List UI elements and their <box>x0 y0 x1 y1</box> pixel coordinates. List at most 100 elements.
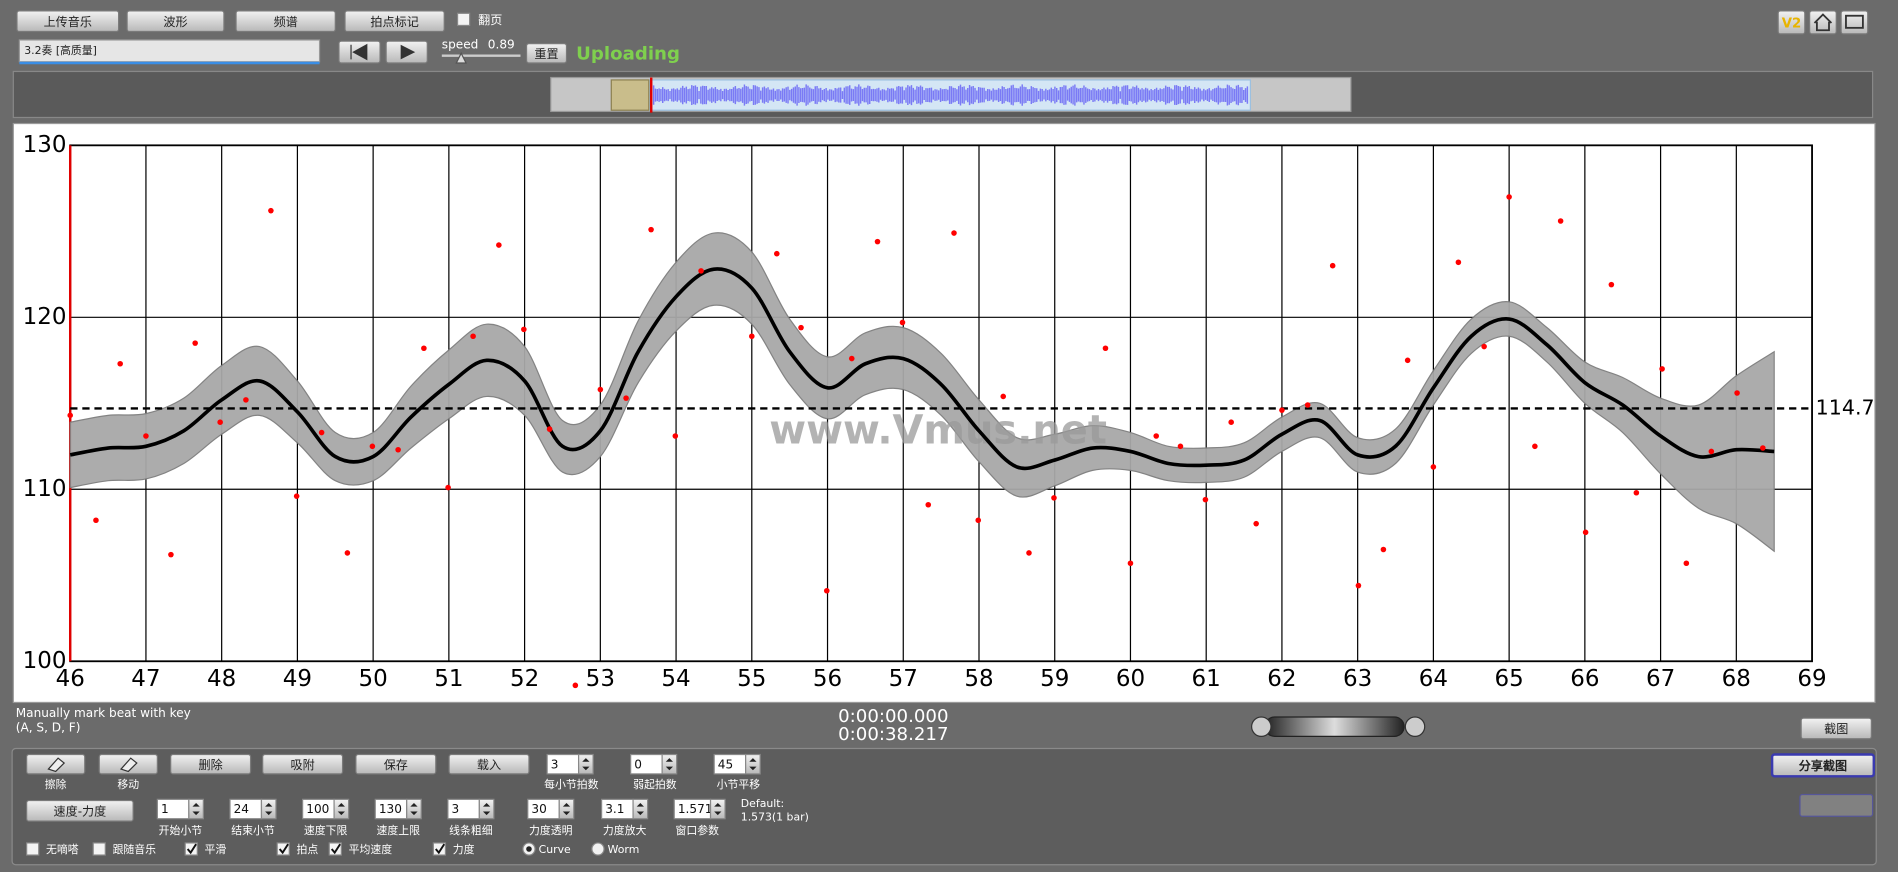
spinner-arrows[interactable] <box>745 753 761 775</box>
beat-point <box>798 324 804 331</box>
mode-button-face[interactable] <box>26 799 134 822</box>
toolbar-button-face[interactable] <box>235 10 336 33</box>
checkbox[interactable] <box>26 842 40 856</box>
beat-point <box>344 550 351 556</box>
check-mark <box>330 843 341 855</box>
reset-button-face[interactable] <box>525 42 568 64</box>
action-button[interactable]: 吸附 <box>262 753 344 775</box>
volume-left-icon[interactable] <box>1251 716 1272 737</box>
waveform <box>652 84 1249 106</box>
beat-point <box>546 426 553 432</box>
spinner-label: 每小节拍数 <box>544 777 598 791</box>
action-button-face[interactable] <box>170 753 252 775</box>
disabled-button[interactable] <box>1799 793 1874 817</box>
toolbar-button[interactable]: 频谱 <box>235 10 336 33</box>
beat-point <box>243 397 249 403</box>
key-hint: Manually mark beat with key <box>16 706 191 720</box>
file-name: 3.2奏 [高质量] <box>24 43 97 57</box>
spinner-arrows[interactable] <box>188 798 204 820</box>
share-button-label: 分享截图 <box>1799 758 1847 773</box>
checkbox[interactable] <box>92 842 106 856</box>
spinner-arrows[interactable] <box>333 798 350 820</box>
spinner-arrows[interactable] <box>406 798 422 820</box>
action-button-face[interactable] <box>262 753 344 775</box>
beat-point <box>268 207 274 214</box>
spinner-label: 小节平移 <box>717 778 761 791</box>
action-button[interactable]: 保存 <box>355 753 437 775</box>
volume-track[interactable] <box>1264 716 1405 737</box>
spinner-label: 力度放大 <box>603 823 647 837</box>
toolbar-button[interactable]: 拍点标记 <box>344 10 445 33</box>
spinner-down <box>192 811 200 816</box>
spinner-label: 弱起拍数 <box>633 777 677 791</box>
spinner-arrows[interactable] <box>558 798 575 820</box>
x-tick-label: 48 <box>207 666 236 692</box>
checkbox[interactable] <box>456 12 471 27</box>
spinner-value: 0 <box>634 757 642 771</box>
beat-point <box>395 446 401 453</box>
screenshot-button[interactable]: 截图 <box>1800 717 1872 740</box>
spinner-down <box>562 811 571 816</box>
toolbar-button-face[interactable] <box>16 10 120 33</box>
key-hint: (A, S, D, F) <box>16 720 81 734</box>
beat-point <box>1582 529 1589 536</box>
toolbar-button-label: 上传音乐 <box>44 14 92 29</box>
spinner-label: 线条粗细 <box>449 823 493 837</box>
spinner-up <box>582 758 590 762</box>
spinner-down <box>337 811 345 816</box>
checkbox-label: 无嘀嗒 <box>46 842 79 856</box>
spinner-up <box>265 802 273 807</box>
spinner-down <box>582 766 590 771</box>
toolbar-button[interactable]: 上传音乐 <box>16 10 120 33</box>
x-tick-label: 56 <box>813 666 842 692</box>
version-button[interactable]: V2 <box>1777 10 1806 35</box>
toolbar-button-face[interactable] <box>126 10 225 33</box>
beat-point <box>1760 445 1766 451</box>
spinner-arrows[interactable] <box>260 798 277 820</box>
upload-status: Uploading <box>576 43 680 64</box>
speed-thumb[interactable] <box>455 51 468 64</box>
reset-button[interactable]: 重置 <box>525 42 568 64</box>
volume-right-icon[interactable] <box>1404 716 1426 737</box>
x-tick-label: 53 <box>586 666 615 692</box>
control-panel <box>11 747 1877 866</box>
beat-point <box>698 268 704 274</box>
tool-icon <box>47 757 66 773</box>
action-button-face[interactable] <box>448 753 530 775</box>
action-button-face[interactable] <box>355 753 437 775</box>
spinner-arrows[interactable] <box>632 798 649 820</box>
tool-icon <box>119 757 138 773</box>
share-button-face[interactable] <box>1770 753 1876 778</box>
version-button-label: V2 <box>1782 17 1802 32</box>
spinner-arrows[interactable] <box>661 753 678 775</box>
action-button[interactable]: 删除 <box>170 753 252 775</box>
spinner-value: 130 <box>379 802 402 816</box>
beat-point <box>1279 407 1285 413</box>
toolbar-button[interactable]: 波形 <box>126 10 225 33</box>
spinner-arrows[interactable] <box>478 798 495 820</box>
spinner-down <box>749 766 757 771</box>
screenshot-button-face[interactable] <box>1800 717 1872 740</box>
beat-point <box>1026 550 1032 556</box>
toolbar-button-label: 拍点标记 <box>370 14 418 29</box>
spinner-down <box>482 811 491 816</box>
toolbar-button-face[interactable] <box>344 10 445 33</box>
action-button[interactable]: 载入 <box>448 753 530 775</box>
overview-cursor-box[interactable] <box>610 79 650 111</box>
beat-point <box>572 682 579 689</box>
beat-point <box>1051 495 1057 501</box>
check-mark <box>186 843 197 855</box>
spinner-label: 速度下限 <box>304 823 348 837</box>
mode-button[interactable]: 速度-力度 <box>26 799 134 822</box>
speed-value: 0.89 <box>488 37 515 51</box>
beat-point <box>1000 393 1007 400</box>
beat-point <box>1708 448 1715 455</box>
radio[interactable] <box>591 842 605 856</box>
spinner-arrows[interactable] <box>577 753 594 775</box>
version-button-face[interactable] <box>1777 10 1806 35</box>
home-icon <box>1813 13 1833 32</box>
share-button[interactable]: 分享截图 <box>1770 753 1876 778</box>
spinner-arrows[interactable] <box>709 798 726 820</box>
